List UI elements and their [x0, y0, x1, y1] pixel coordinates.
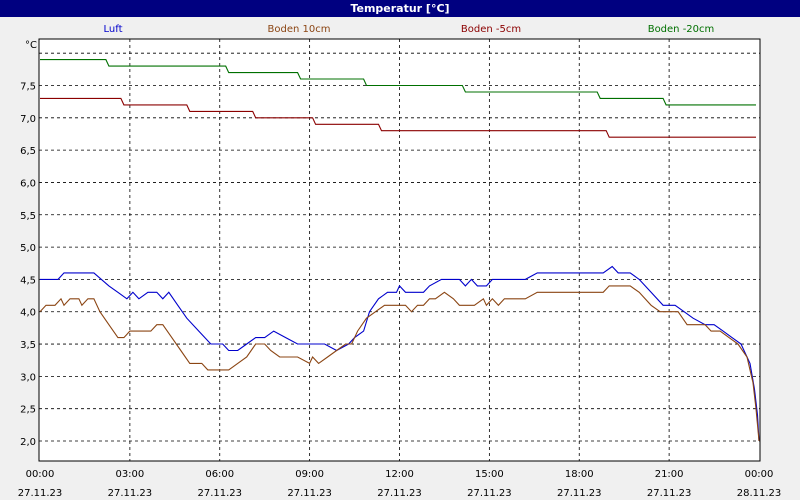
series-line [39, 285, 760, 442]
legend-entry: Boden -5cm [461, 24, 521, 35]
y-unit-label: °C [25, 40, 37, 51]
series-group [39, 59, 760, 442]
x-tick-time: 15:00 [475, 469, 504, 480]
legend: Luft Boden 10cm Boden -5cm Boden -20cm [104, 24, 715, 35]
x-tick-time: 03:00 [115, 469, 144, 480]
y-tick-label: 7,0 [20, 114, 36, 125]
x-tick-time: 21:00 [655, 469, 684, 480]
x-tick-time: 00:00 [745, 469, 774, 480]
x-tick-date: 27.11.23 [647, 488, 692, 499]
legend-entry: Boden -20cm [648, 24, 715, 35]
chart-title: Temperatur [°C] [0, 0, 800, 17]
series-line [40, 265, 760, 442]
x-tick-time: 09:00 [295, 469, 324, 480]
x-axis: 00:00 27.11.23 03:00 27.11.23 06:00 27.11.23 0… [18, 469, 782, 499]
y-tick-label: 4,5 [20, 275, 36, 286]
y-tick-label: 7,5 [20, 82, 36, 93]
x-tick-time: 18:00 [565, 469, 594, 480]
x-tick-time: 06:00 [205, 469, 234, 480]
x-tick-time: 00:00 [26, 469, 55, 480]
x-tick-date: 27.11.23 [467, 488, 512, 499]
x-tick-date: 27.11.23 [557, 488, 602, 499]
series-line [40, 59, 756, 106]
x-tick-date: 27.11.23 [197, 488, 242, 499]
x-tick-date: 27.11.23 [18, 488, 63, 499]
y-axis: 2,0 2,5 3,0 3,5 4,0 4,5 5,0 5,5 6,0 6,5 7,0 7,5 [20, 82, 36, 449]
y-tick-label: 6,0 [20, 178, 36, 189]
x-tick-time: 12:00 [385, 469, 414, 480]
legend-entry: Luft [104, 24, 123, 35]
series-line [40, 97, 756, 138]
x-tick-date: 28.11.23 [737, 488, 782, 499]
x-tick-date: 27.11.23 [287, 488, 332, 499]
x-tick-date: 27.11.23 [108, 488, 153, 499]
y-tick-label: 2,0 [20, 437, 36, 448]
x-tick-date: 27.11.23 [377, 488, 422, 499]
y-tick-label: 3,5 [20, 340, 36, 351]
y-tick-label: 6,5 [20, 146, 36, 157]
y-tick-label: 5,5 [20, 211, 36, 222]
legend-entry: Boden 10cm [268, 24, 331, 35]
y-tick-label: 3,0 [20, 372, 36, 383]
y-tick-label: 4,0 [20, 308, 36, 319]
chart-area: °C 2,02,53,03,54,04,55,05,56,06,57,07,5 … [18, 24, 782, 499]
y-tick-label: 5,0 [20, 243, 36, 254]
y-tick-label: 2,5 [20, 405, 36, 416]
